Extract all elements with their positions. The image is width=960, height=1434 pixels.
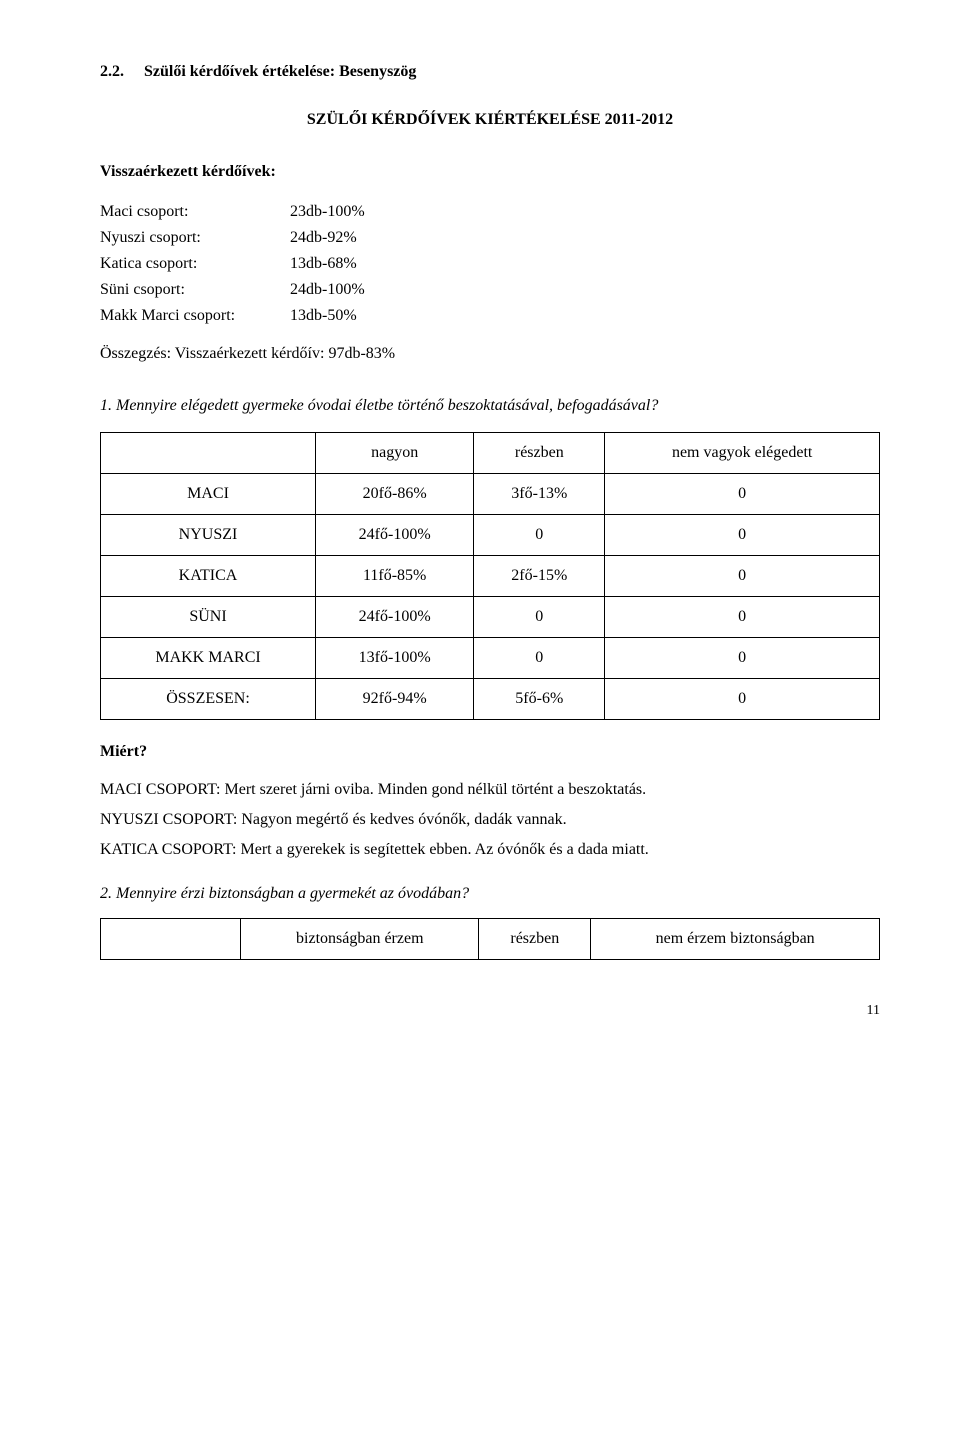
groups-list: Maci csoport:23db-100% Nyuszi csoport:24… [100, 200, 880, 328]
table-cell: 13fő-100% [316, 638, 474, 679]
question-2: 2. Mennyire érzi biztonságban a gyermeké… [100, 882, 880, 906]
list-item: Nyuszi csoport:24db-92% [100, 226, 880, 250]
table-row: SÜNI 24fő-100% 0 0 [101, 597, 880, 638]
group-value: 13db-68% [290, 255, 357, 272]
list-item: Maci csoport:23db-100% [100, 200, 880, 224]
table-row: NYUSZI 24fő-100% 0 0 [101, 515, 880, 556]
comment-line: KATICA CSOPORT: Mert a gyerekek is segít… [100, 838, 880, 862]
table-cell: 24fő-100% [316, 597, 474, 638]
section-heading: 2.2. Szülői kérdőívek értékelése: Besenys… [100, 60, 880, 84]
list-item: Süni csoport:24db-100% [100, 278, 880, 302]
table-header: részben [479, 919, 591, 960]
section-title: Szülői kérdőívek értékelése: Besenyszög [144, 63, 416, 80]
table-header: részben [474, 433, 605, 474]
table-cell: 92fő-94% [316, 679, 474, 720]
table-cell: KATICA [101, 556, 316, 597]
table-cell: 0 [605, 515, 880, 556]
table-cell: 0 [474, 597, 605, 638]
table-cell: 5fő-6% [474, 679, 605, 720]
group-value: 23db-100% [290, 203, 365, 220]
group-label: Makk Marci csoport: [100, 304, 290, 328]
table-cell: NYUSZI [101, 515, 316, 556]
table-cell: SÜNI [101, 597, 316, 638]
group-label: Maci csoport: [100, 200, 290, 224]
group-value: 13db-50% [290, 307, 357, 324]
list-item: Makk Marci csoport:13db-50% [100, 304, 880, 328]
table-cell: 24fő-100% [316, 515, 474, 556]
group-label: Süni csoport: [100, 278, 290, 302]
table-row: MAKK MARCI 13fő-100% 0 0 [101, 638, 880, 679]
comment-line: NYUSZI CSOPORT: Nagyon megértő és kedves… [100, 808, 880, 832]
table-cell: 3fő-13% [474, 474, 605, 515]
returned-label: Visszaérkezett kérdőívek: [100, 160, 880, 184]
table-cell: 2fő-15% [474, 556, 605, 597]
page-number: 11 [100, 1000, 880, 1021]
table-header [101, 433, 316, 474]
document-title: SZÜLŐI KÉRDŐÍVEK KIÉRTÉKELÉSE 2011-2012 [100, 108, 880, 132]
table-header-row: biztonságban érzem részben nem érzem biz… [101, 919, 880, 960]
list-item: Katica csoport:13db-68% [100, 252, 880, 276]
table-header: nem vagyok elégedett [605, 433, 880, 474]
table-cell: 0 [474, 515, 605, 556]
table-cell: 0 [605, 597, 880, 638]
why-label: Miért? [100, 740, 880, 764]
table-cell: MACI [101, 474, 316, 515]
group-value: 24db-100% [290, 281, 365, 298]
table-cell: 0 [474, 638, 605, 679]
summary-line: Összegzés: Visszaérkezett kérdőív: 97db-… [100, 342, 880, 366]
table-cell: ÖSSZESEN: [101, 679, 316, 720]
question-1: 1. Mennyire elégedett gyermeke óvodai él… [100, 394, 880, 418]
table-cell: MAKK MARCI [101, 638, 316, 679]
table-2: biztonságban érzem részben nem érzem biz… [100, 918, 880, 960]
table-cell: 0 [605, 474, 880, 515]
group-label: Katica csoport: [100, 252, 290, 276]
table-cell: 20fő-86% [316, 474, 474, 515]
comment-line: MACI CSOPORT: Mert szeret járni oviba. M… [100, 778, 880, 802]
table-cell: 0 [605, 556, 880, 597]
table-row: MACI 20fő-86% 3fő-13% 0 [101, 474, 880, 515]
table-header-row: nagyon részben nem vagyok elégedett [101, 433, 880, 474]
table-cell: 11fő-85% [316, 556, 474, 597]
table-header: nagyon [316, 433, 474, 474]
table-header: biztonságban érzem [241, 919, 479, 960]
group-label: Nyuszi csoport: [100, 226, 290, 250]
section-number: 2.2. [100, 60, 124, 84]
table-row: ÖSSZESEN: 92fő-94% 5fő-6% 0 [101, 679, 880, 720]
table-header: nem érzem biztonságban [591, 919, 880, 960]
table-cell: 0 [605, 679, 880, 720]
table-cell: 0 [605, 638, 880, 679]
table-1: nagyon részben nem vagyok elégedett MACI… [100, 432, 880, 720]
group-value: 24db-92% [290, 229, 357, 246]
table-row: KATICA 11fő-85% 2fő-15% 0 [101, 556, 880, 597]
